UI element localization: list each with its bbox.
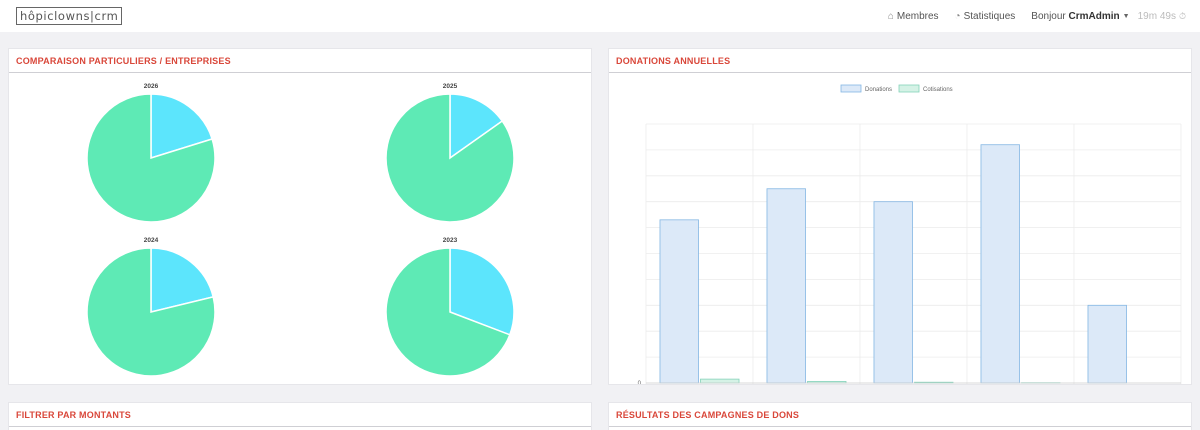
bar-donations[interactable] <box>980 144 1020 384</box>
y-tick-label: 0 <box>638 381 642 384</box>
pie-title: 2023 <box>442 237 458 244</box>
donations-bar-chart: DonationsCotisations02022202320242025202… <box>638 84 1182 384</box>
pie-svg <box>86 247 216 377</box>
nav-members-label: Membres <box>896 10 939 22</box>
pie-slice-entreprises[interactable] <box>449 93 504 160</box>
bar-donations[interactable] <box>873 201 913 384</box>
donations-panel-title: DONATIONS ANNUELLES <box>609 49 1191 73</box>
pie-title: 2024 <box>143 237 159 244</box>
campaigns-panel-title: RÉSULTATS DES CAMPAGNES DE DONS <box>609 403 1191 427</box>
legend-label[interactable]: Cotisations <box>923 87 953 93</box>
nav-statistics-label: Statistiques <box>963 10 1016 22</box>
legend-swatch[interactable] <box>898 84 920 93</box>
nav-statistics-link[interactable]: ◔ Statistiques <box>955 11 1016 22</box>
session-timer-value: 19m 49s <box>1137 10 1176 22</box>
pie-title: 2026 <box>143 83 159 90</box>
top-navbar: hôpiclowns|crm ⌂ Membres ◔ Statistiques … <box>0 0 1200 32</box>
pie-title: 2025 <box>442 83 458 90</box>
pie-chart-icon: ◔ <box>954 10 961 22</box>
pie-chart-2026: 2026 <box>81 82 221 224</box>
pie-chart-2023: 2023 <box>380 236 520 378</box>
pie-slice-entreprises[interactable] <box>150 93 214 160</box>
legend-swatch[interactable] <box>840 84 862 93</box>
pie-slice-entreprises[interactable] <box>449 247 515 336</box>
building-icon: ⌂ <box>887 10 894 22</box>
legend-label[interactable]: Donations <box>865 87 892 93</box>
clock-icon: ⏱ <box>1178 10 1186 21</box>
caret-down-icon: ▼ <box>1122 12 1130 20</box>
bar-donations[interactable] <box>1087 304 1127 384</box>
pie-slice-particuliers[interactable] <box>385 93 515 223</box>
campaigns-panel: RÉSULTATS DES CAMPAGNES DE DONS <box>608 402 1192 430</box>
pie-chart-2025: 2025 <box>380 82 520 224</box>
bar-donations[interactable] <box>766 188 806 384</box>
pie-slice-particuliers[interactable] <box>86 247 216 377</box>
bar-donations[interactable] <box>659 219 699 384</box>
comparison-panel: COMPARAISON PARTICULIERS / ENTREPRISES 2… <box>8 48 592 385</box>
pie-svg <box>385 247 515 377</box>
pie-slice-particuliers[interactable] <box>385 247 511 377</box>
pie-svg <box>86 93 216 223</box>
pie-chart-2024: 2024 <box>81 236 221 378</box>
greeting-text: Bonjour <box>1031 10 1066 22</box>
nav-members-link[interactable]: ⌂ Membres <box>888 11 939 22</box>
filter-panel: FILTRER PAR MONTANTS <box>8 402 592 430</box>
session-timer: 19m 49s ⏱ <box>1138 11 1186 22</box>
pie-slice-entreprises[interactable] <box>150 247 215 313</box>
pie-slice-particuliers[interactable] <box>86 93 216 223</box>
pie-svg <box>385 93 515 223</box>
user-menu-dropdown[interactable]: Bonjour CrmAdmin ▼ <box>1031 11 1129 22</box>
username: CrmAdmin <box>1068 10 1120 22</box>
comparison-panel-title: COMPARAISON PARTICULIERS / ENTREPRISES <box>9 49 591 73</box>
chart-legend: Donations Cotisations <box>840 84 953 93</box>
donations-panel: DONATIONS ANNUELLES Donations Cotisations… <box>608 48 1192 385</box>
filter-panel-title: FILTRER PAR MONTANTS <box>9 403 591 427</box>
bar-cotisations[interactable] <box>700 378 740 384</box>
app-logo[interactable]: hôpiclowns|crm <box>16 7 123 25</box>
nav-menu: ⌂ Membres ◔ Statistiques Bonjour CrmAdmi… <box>872 0 1186 32</box>
